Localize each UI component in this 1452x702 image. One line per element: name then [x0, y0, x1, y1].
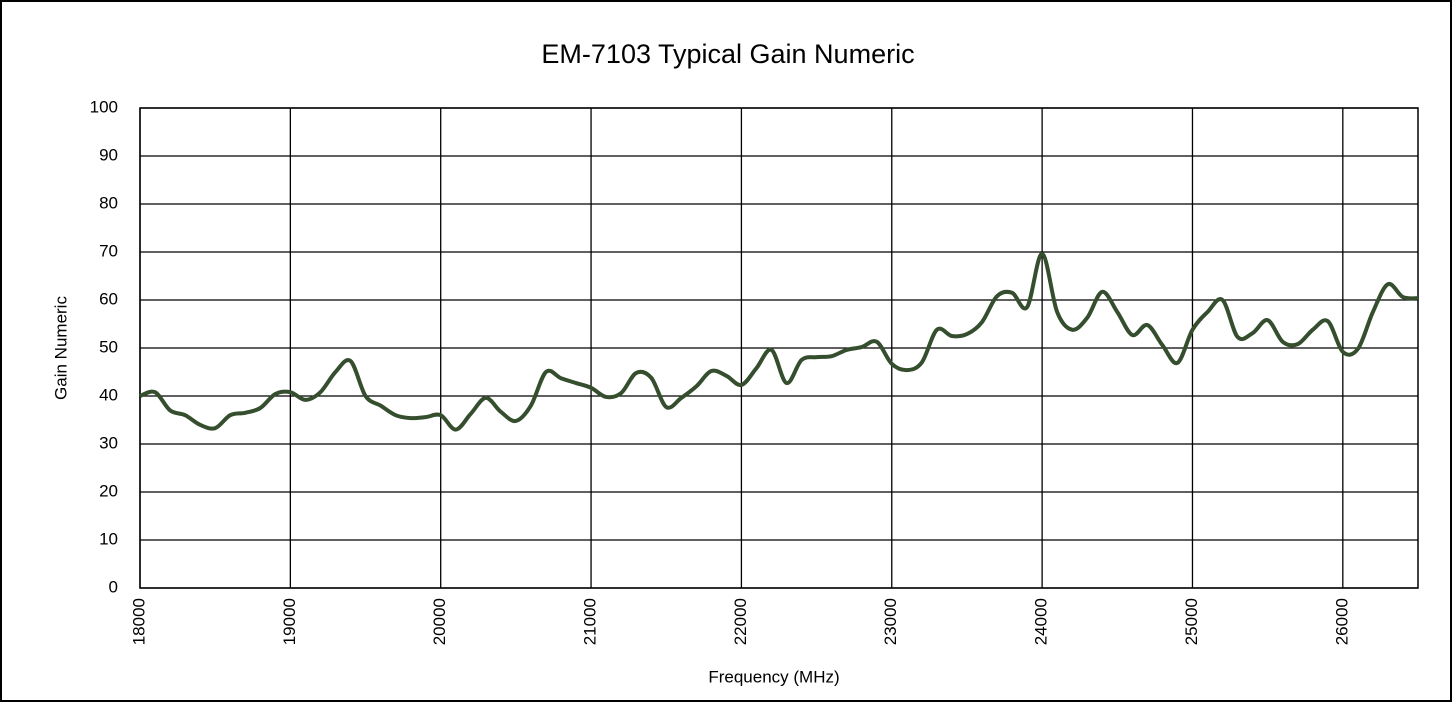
y-tick-label: 80	[99, 193, 118, 212]
chart-title: EM-7103 Typical Gain Numeric	[541, 39, 914, 69]
y-axis-label: Gain Numeric	[51, 296, 70, 400]
y-tick-label: 0	[109, 577, 118, 596]
x-tick-label: 23000	[881, 598, 900, 645]
y-tick-label: 50	[99, 337, 118, 356]
y-tick-label: 40	[99, 385, 118, 404]
y-tick-label: 60	[99, 289, 118, 308]
x-tick-label: 19000	[280, 598, 299, 645]
x-axis-label: Frequency (MHz)	[708, 667, 839, 686]
y-tick-label: 10	[99, 529, 118, 548]
x-tick-label: 26000	[1332, 598, 1351, 645]
x-tick-label: 22000	[731, 598, 750, 645]
y-tick-label: 70	[99, 241, 118, 260]
x-tick-label: 20000	[430, 598, 449, 645]
y-tick-label: 30	[99, 433, 118, 452]
x-tick-label: 18000	[129, 598, 148, 645]
y-tick-label: 90	[99, 145, 118, 164]
plot-frame	[139, 107, 1419, 589]
x-tick-label: 21000	[581, 598, 600, 645]
y-tick-label: 100	[90, 97, 118, 116]
data-line	[139, 251, 1419, 432]
x-tick-label: 24000	[1032, 598, 1051, 645]
x-tick-label: 25000	[1182, 598, 1201, 645]
y-tick-label: 20	[99, 481, 118, 500]
